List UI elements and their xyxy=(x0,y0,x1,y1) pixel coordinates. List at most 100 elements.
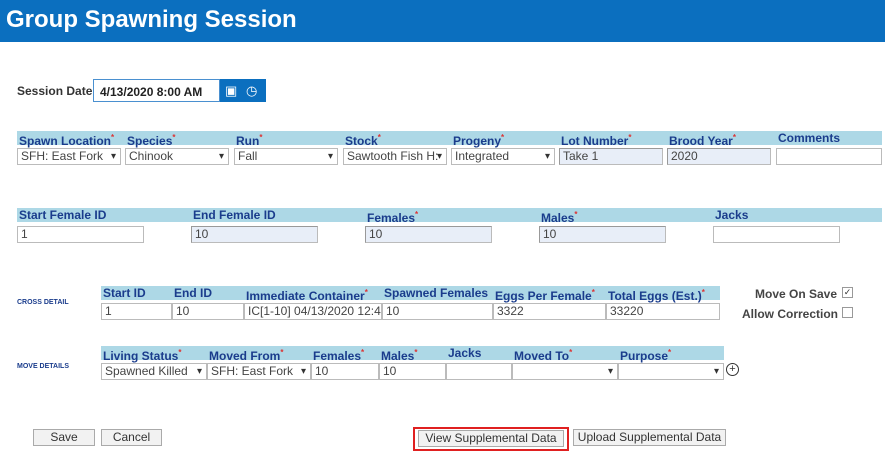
column-header: Moved To* xyxy=(514,346,572,363)
cross-detail-label: CROSS DETAIL xyxy=(17,299,69,306)
column-header: Total Eggs (Est.)* xyxy=(608,286,705,303)
row2-field-start-female-id[interactable]: 1 xyxy=(17,226,144,243)
column-header-text: Females xyxy=(367,211,416,225)
column-header-text: Eggs Per Female xyxy=(495,289,592,303)
column-header-text: Jacks xyxy=(448,346,482,360)
column-header-text: Comments xyxy=(778,131,841,145)
column-header-text: Lot Number xyxy=(561,134,629,148)
row1-field-stock[interactable]: Sawtooth Fish H: xyxy=(343,148,447,165)
column-header: End ID xyxy=(174,286,212,300)
column-header-text: Spawned Females xyxy=(384,286,489,300)
column-header-text: Moved To xyxy=(514,349,570,363)
column-header: Stock* xyxy=(345,131,381,148)
cross-field-spawned-females[interactable]: 10 xyxy=(382,303,493,320)
column-header: Moved From* xyxy=(209,346,283,363)
move-field-moved-from[interactable]: SFH: East Fork xyxy=(207,363,311,380)
column-header-text: Living Status xyxy=(103,349,179,363)
column-header: Spawned Females xyxy=(384,286,488,300)
cross-field-end-id[interactable]: 10 xyxy=(172,303,244,320)
required-marker: * xyxy=(732,133,736,142)
column-header: Comments xyxy=(778,131,840,145)
cross-field-eggs-per-female[interactable]: 3322 xyxy=(493,303,606,320)
column-header: Progeny* xyxy=(453,131,504,148)
row1-field-run[interactable]: Fall xyxy=(234,148,338,165)
column-header: Males* xyxy=(381,346,417,363)
view-supplemental-data-button[interactable]: View Supplemental Data xyxy=(418,430,564,447)
column-header-text: Start Female ID xyxy=(19,208,107,222)
column-header-text: Immediate Container xyxy=(246,289,365,303)
title-bar xyxy=(0,0,885,42)
move-header-row: Living Status* Moved From* Females* Males* J… xyxy=(101,346,724,363)
column-header-text: Jacks xyxy=(715,208,749,222)
move-on-save-label: Move On Save xyxy=(755,287,838,301)
move-field-jacks[interactable] xyxy=(446,363,512,380)
column-header-text: Females xyxy=(313,349,362,363)
required-marker: * xyxy=(628,133,632,142)
column-header: Jacks xyxy=(448,346,481,360)
row2-field-end-female-id[interactable]: 10 xyxy=(191,226,318,243)
column-header-text: Progeny xyxy=(453,134,502,148)
required-marker: * xyxy=(364,288,368,297)
move-field-purpose[interactable] xyxy=(618,363,724,380)
column-header: Jacks xyxy=(715,208,748,222)
add-row-plus-icon[interactable]: + xyxy=(726,363,739,376)
session-date-label: Session Date xyxy=(17,84,93,98)
allow-correction-label: Allow Correction xyxy=(742,307,839,321)
column-header: Run* xyxy=(236,131,262,148)
calendar-icon[interactable]: ▣ xyxy=(225,83,238,98)
row2-header-row: Start Female ID End Female ID Females* Male… xyxy=(17,208,882,225)
move-field-females[interactable]: 10 xyxy=(311,363,379,380)
allow-correction-checkbox[interactable] xyxy=(842,307,853,318)
required-marker: * xyxy=(701,288,705,297)
required-marker: * xyxy=(280,348,284,357)
column-header-text: Moved From xyxy=(209,349,281,363)
column-header: Start ID xyxy=(103,286,146,300)
move-field-living-status[interactable]: Spawned Killed xyxy=(101,363,207,380)
required-marker: * xyxy=(415,210,419,219)
required-marker: * xyxy=(377,133,381,142)
required-marker: * xyxy=(414,348,418,357)
column-header-text: Purpose xyxy=(620,349,669,363)
column-header: Living Status* xyxy=(103,346,181,363)
move-field-moved-to[interactable] xyxy=(512,363,618,380)
column-header: Species* xyxy=(127,131,176,148)
column-header: Spawn Location* xyxy=(19,131,114,148)
row2-field-jacks[interactable] xyxy=(713,226,840,243)
column-header-text: End Female ID xyxy=(193,208,276,222)
required-marker: * xyxy=(259,133,263,142)
required-marker: * xyxy=(172,133,176,142)
column-header: Purpose* xyxy=(620,346,671,363)
column-header-text: Species xyxy=(127,134,173,148)
cancel-button[interactable]: Cancel xyxy=(101,429,162,446)
move-field-males[interactable]: 10 xyxy=(379,363,446,380)
row1-field-progeny[interactable]: Integrated xyxy=(451,148,555,165)
column-header-text: Stock xyxy=(345,134,378,148)
row1-field-brood-year[interactable]: 2020 xyxy=(667,148,771,165)
column-header-text: Spawn Location xyxy=(19,134,112,148)
row1-field-spawn-location[interactable]: SFH: East Fork xyxy=(17,148,121,165)
row1-field-comments[interactable] xyxy=(776,148,882,165)
cross-field-start-id[interactable]: 1 xyxy=(101,303,172,320)
page-title: Group Spawning Session xyxy=(6,6,297,33)
required-marker: * xyxy=(361,348,365,357)
session-date-input[interactable]: 4/13/2020 8:00 AM xyxy=(93,79,220,102)
row1-field-species[interactable]: Chinook xyxy=(125,148,229,165)
cross-field-total-eggs-est[interactable]: 33220 xyxy=(606,303,720,320)
clock-icon[interactable]: ◷ xyxy=(246,83,258,98)
row2-field-females[interactable]: 10 xyxy=(365,226,492,243)
column-header-text: Brood Year xyxy=(669,134,733,148)
column-header-text: Total Eggs (Est.) xyxy=(608,289,702,303)
upload-supplemental-data-button[interactable]: Upload Supplemental Data xyxy=(573,429,726,446)
row2-field-males[interactable]: 10 xyxy=(539,226,666,243)
row1-header-row: Spawn Location* Species* Run* Stock* Progeny… xyxy=(17,131,882,148)
required-marker: * xyxy=(178,348,182,357)
row1-field-lot-number[interactable]: Take 1 xyxy=(559,148,663,165)
move-on-save-checkbox[interactable]: ✓ xyxy=(842,287,853,298)
required-marker: * xyxy=(501,133,505,142)
move-details-label: MOVE DETAILS xyxy=(17,363,69,370)
save-button[interactable]: Save xyxy=(33,429,95,446)
cross-field-immediate-container[interactable]: IC[1-10] 04/13/2020 12:42 xyxy=(244,303,382,320)
column-header: Males* xyxy=(541,208,577,225)
column-header: Females* xyxy=(367,208,418,225)
column-header-text: Start ID xyxy=(103,286,146,300)
